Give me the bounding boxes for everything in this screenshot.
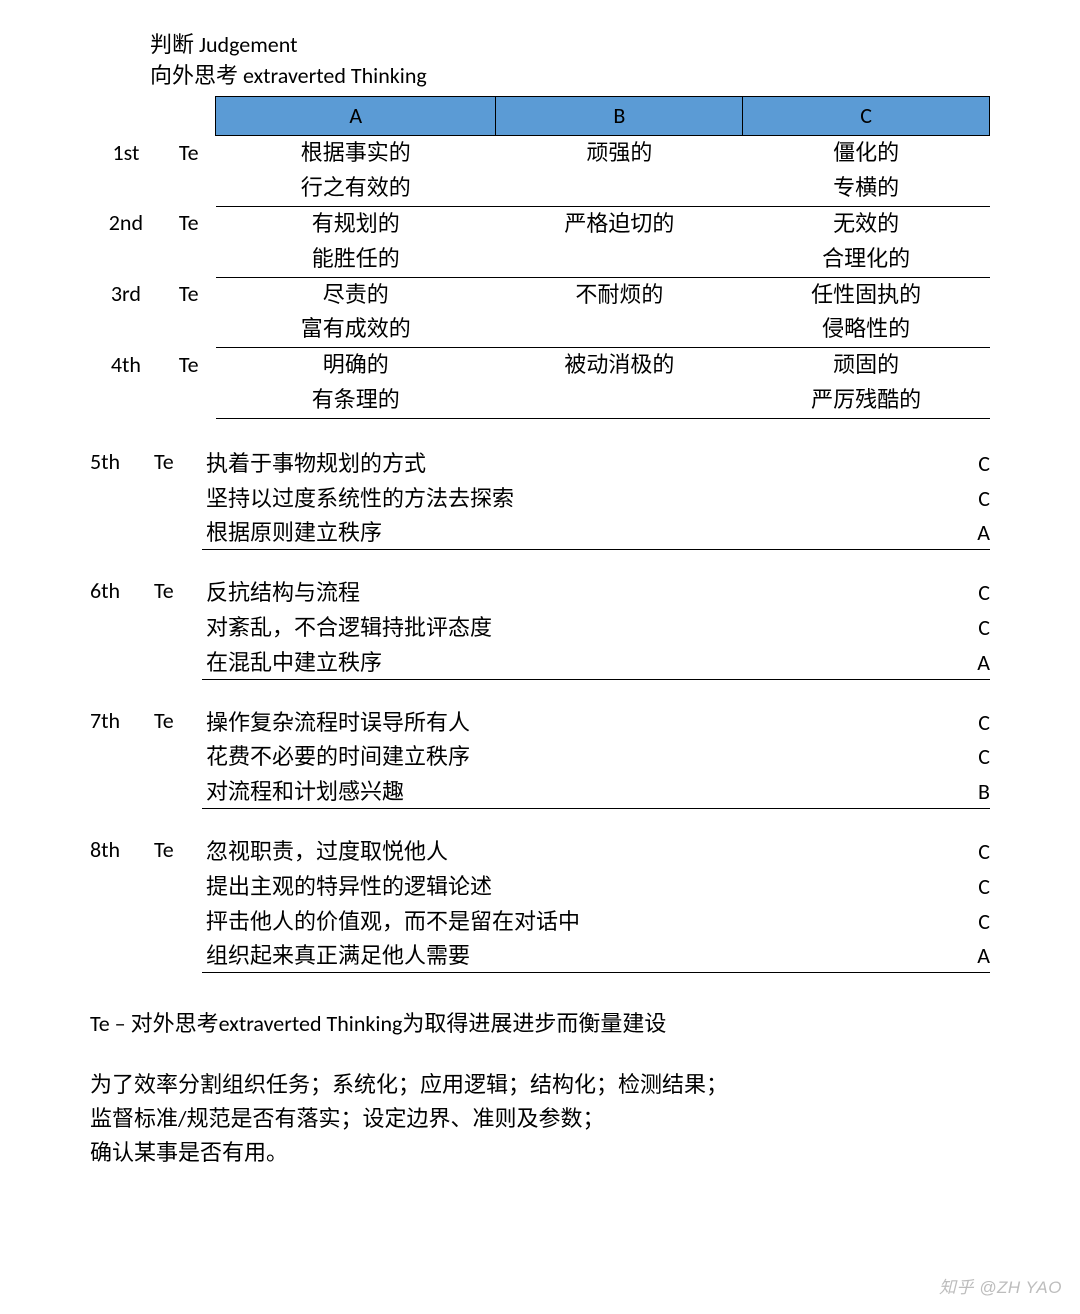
- block-tag: A: [954, 646, 990, 681]
- block: 6thTe反抗结构与流程C对紊乱，不合逻辑持批评态度C在混乱中建立秩序A: [90, 576, 990, 679]
- col-header-a: A: [216, 96, 496, 136]
- row-function: Te: [162, 136, 216, 171]
- block-tag: C: [954, 740, 990, 775]
- cell-b: [496, 383, 743, 418]
- cell-c: 侵略性的: [743, 312, 990, 347]
- block-row: 7thTe操作复杂流程时误导所有人C: [90, 706, 990, 741]
- cell-b: 严格迫切的: [496, 206, 743, 241]
- block: 7thTe操作复杂流程时误导所有人C花费不必要的时间建立秩序C对流程和计划感兴趣…: [90, 706, 990, 809]
- row-function: Te: [162, 348, 216, 383]
- cell-b: 顽强的: [496, 136, 743, 171]
- block-ordinal: 6th: [90, 576, 154, 607]
- block-text: 花费不必要的时间建立秩序: [202, 740, 954, 775]
- block-tag: A: [954, 939, 990, 974]
- block-text: 忽视职责，过度取悦他人: [202, 835, 954, 870]
- block-text: 坚持以过度系统性的方法去探索: [202, 482, 954, 517]
- cell-a: 根据事实的: [216, 136, 496, 171]
- cell-a: 有条理的: [216, 383, 496, 418]
- col-header-c: C: [743, 96, 990, 136]
- cell-c: 任性固执的: [743, 277, 990, 312]
- block-ordinal: 5th: [90, 447, 154, 478]
- block-row: 对紊乱，不合逻辑持批评态度C: [90, 611, 990, 646]
- block-row: 8thTe忽视职责，过度取悦他人C: [90, 835, 990, 870]
- definition-line: Te – 对外思考extraverted Thinking为取得进展进步而衡量建…: [90, 1009, 990, 1040]
- block-row: 花费不必要的时间建立秩序C: [90, 740, 990, 775]
- block-tag: A: [954, 516, 990, 551]
- cell-c: 严厉残酷的: [743, 383, 990, 418]
- cell-a: 尽责的: [216, 277, 496, 312]
- block-row: 抨击他人的价值观，而不是留在对话中C: [90, 905, 990, 940]
- block-text: 组织起来真正满足他人需要: [202, 939, 954, 974]
- row-function: Te: [162, 206, 216, 241]
- cell-a: 明确的: [216, 348, 496, 383]
- cell-b: [496, 312, 743, 347]
- block-ordinal: 7th: [90, 706, 154, 737]
- block-ordinal: 8th: [90, 835, 154, 866]
- block-text: 反抗结构与流程: [202, 576, 954, 611]
- row-ordinal: 1st: [90, 136, 162, 171]
- block: 8thTe忽视职责，过度取悦他人C提出主观的特异性的逻辑论述C抨击他人的价值观，…: [90, 835, 990, 973]
- block-text: 对紊乱，不合逻辑持批评态度: [202, 611, 954, 646]
- cell-b: 不耐烦的: [496, 277, 743, 312]
- block-row: 6thTe反抗结构与流程C: [90, 576, 990, 611]
- trait-table: A B C 1stTe根据事实的顽强的僵化的行之有效的专横的2ndTe有规划的严…: [90, 96, 990, 419]
- row-ordinal: 4th: [90, 348, 162, 383]
- block-row: 在混乱中建立秩序A: [90, 646, 990, 681]
- block-tag: C: [954, 706, 990, 741]
- block-text: 根据原则建立秩序: [202, 516, 954, 551]
- block-function: Te: [154, 576, 202, 607]
- block-function: Te: [154, 447, 202, 478]
- block-tag: C: [954, 870, 990, 905]
- block: 5thTe执着于事物规划的方式C坚持以过度系统性的方法去探索C根据原则建立秩序A: [90, 447, 990, 550]
- block-tag: C: [954, 611, 990, 646]
- cell-a: 有规划的: [216, 206, 496, 241]
- block-text: 提出主观的特异性的逻辑论述: [202, 870, 954, 905]
- heading-extraverted-thinking: 向外思考 extraverted Thinking: [150, 61, 990, 92]
- desc-line: 确认某事是否有用。: [90, 1136, 990, 1170]
- cell-c: 僵化的: [743, 136, 990, 171]
- row-ordinal: 2nd: [90, 206, 162, 241]
- block-row: 5thTe执着于事物规划的方式C: [90, 447, 990, 482]
- block-row: 对流程和计划感兴趣B: [90, 775, 990, 810]
- cell-c: 合理化的: [743, 242, 990, 277]
- block-text: 在混乱中建立秩序: [202, 646, 954, 681]
- block-row: 坚持以过度系统性的方法去探索C: [90, 482, 990, 517]
- heading-judgement: 判断 Judgement: [150, 30, 990, 61]
- cell-c: 顽固的: [743, 348, 990, 383]
- block-tag: C: [954, 482, 990, 517]
- row-function: Te: [162, 277, 216, 312]
- block-tag: C: [954, 905, 990, 940]
- block-tag: B: [954, 775, 990, 810]
- cell-b: 被动消极的: [496, 348, 743, 383]
- desc-line: 监督标准/规范是否有落实；设定边界、准则及参数；: [90, 1102, 990, 1136]
- cell-c: 专横的: [743, 171, 990, 206]
- block-row: 组织起来真正满足他人需要A: [90, 939, 990, 974]
- headings: 判断 Judgement 向外思考 extraverted Thinking: [150, 30, 990, 92]
- block-tag: C: [954, 576, 990, 611]
- watermark: 知乎 @ZH YAO: [939, 1276, 1062, 1300]
- block-text: 操作复杂流程时误导所有人: [202, 706, 954, 741]
- block-text: 执着于事物规划的方式: [202, 447, 954, 482]
- cell-a: 能胜任的: [216, 242, 496, 277]
- cell-a: 行之有效的: [216, 171, 496, 206]
- block-tag: C: [954, 447, 990, 482]
- cell-a: 富有成效的: [216, 312, 496, 347]
- cell-b: [496, 171, 743, 206]
- block-text: 抨击他人的价值观，而不是留在对话中: [202, 905, 954, 940]
- block-tag: C: [954, 835, 990, 870]
- block-text: 对流程和计划感兴趣: [202, 775, 954, 810]
- block-function: Te: [154, 835, 202, 866]
- block-function: Te: [154, 706, 202, 737]
- desc-line: 为了效率分割组织任务；系统化；应用逻辑；结构化；检测结果；: [90, 1068, 990, 1102]
- cell-c: 无效的: [743, 206, 990, 241]
- blocks-container: 5thTe执着于事物规划的方式C坚持以过度系统性的方法去探索C根据原则建立秩序A…: [90, 447, 990, 973]
- block-row: 根据原则建立秩序A: [90, 516, 990, 551]
- block-row: 提出主观的特异性的逻辑论述C: [90, 870, 990, 905]
- col-header-b: B: [496, 96, 743, 136]
- description-paragraph: 为了效率分割组织任务；系统化；应用逻辑；结构化；检测结果； 监督标准/规范是否有…: [90, 1068, 990, 1170]
- cell-b: [496, 242, 743, 277]
- row-ordinal: 3rd: [90, 277, 162, 312]
